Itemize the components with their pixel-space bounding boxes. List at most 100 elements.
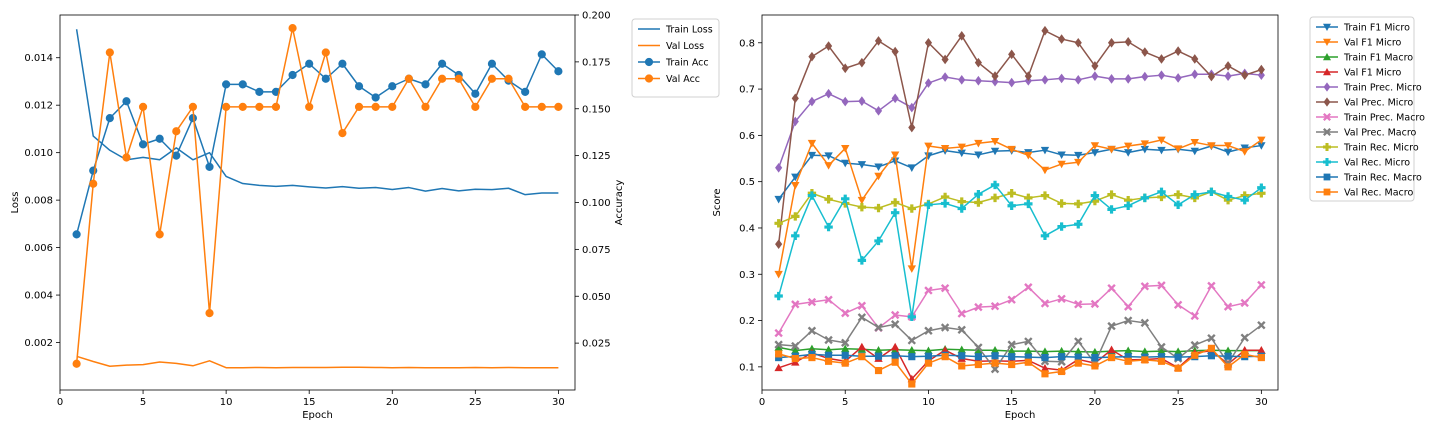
data-point	[1058, 34, 1066, 44]
legend-marker	[1323, 128, 1331, 136]
data-point	[907, 312, 917, 322]
y2-tick-label: 0.150	[582, 104, 611, 115]
y2-tick-label: 0.200	[582, 11, 611, 22]
y-tick-label: 0.1	[739, 362, 755, 373]
data-point	[1123, 346, 1133, 355]
data-point	[774, 343, 783, 351]
data-point	[1190, 311, 1199, 321]
y-tick-label: 0.012	[24, 101, 53, 112]
data-point	[1041, 370, 1049, 378]
x-axis-label: Epoch	[1005, 410, 1036, 421]
data-point	[874, 172, 883, 181]
y-tick-label: 0.008	[24, 196, 53, 207]
data-point	[841, 359, 849, 367]
data-point	[857, 256, 867, 265]
data-point	[941, 72, 949, 82]
data-point	[807, 344, 817, 353]
x-tick-label: 0	[759, 397, 765, 408]
data-point	[172, 127, 181, 136]
data-point	[940, 283, 950, 293]
data-point	[907, 265, 917, 273]
data-point	[891, 352, 899, 360]
y-axis-label: Loss	[10, 192, 21, 214]
data-point	[1207, 344, 1215, 352]
loss-accuracy-chart: 0 5 10 15 20 25 30 0.002 0.004 0.006 0.008 0.010 0.0…	[10, 11, 720, 421]
data-point	[841, 199, 850, 208]
series-line	[777, 29, 1262, 245]
data-point	[305, 59, 314, 68]
x-tick-label: 25	[1172, 397, 1185, 408]
data-point	[1257, 142, 1266, 150]
data-point	[891, 358, 899, 366]
data-point	[1207, 352, 1215, 360]
data-point	[990, 364, 1000, 374]
data-point	[974, 345, 983, 354]
data-point	[1241, 350, 1249, 358]
data-point	[437, 74, 447, 83]
legend-label: Train Rec. Micro	[1343, 143, 1419, 154]
data-point	[1091, 362, 1099, 370]
data-point	[1140, 347, 1150, 355]
data-point	[1124, 74, 1132, 84]
y2-tick-label: 0.125	[582, 151, 611, 162]
data-point	[155, 230, 164, 239]
data-point	[338, 129, 347, 138]
data-point	[824, 335, 833, 345]
plot-frame	[59, 14, 576, 391]
data-point	[1040, 364, 1050, 372]
data-point	[1024, 346, 1033, 355]
data-point	[1190, 340, 1199, 350]
data-point	[907, 345, 917, 354]
data-point	[825, 351, 833, 359]
data-point	[791, 354, 799, 363]
y-tick-label: 0.5	[739, 177, 755, 188]
data-point	[1173, 347, 1183, 355]
data-point	[1091, 61, 1099, 71]
data-point	[791, 300, 800, 309]
series-val-loss	[76, 355, 559, 369]
data-point	[774, 328, 783, 338]
data-point	[1090, 347, 1100, 356]
legend-label: Val Rec. Macro	[1344, 188, 1413, 199]
data-point	[874, 163, 883, 172]
series-val-acc	[72, 24, 563, 368]
data-point	[908, 122, 916, 133]
data-point	[957, 345, 966, 354]
data-point	[1024, 199, 1033, 209]
data-point	[957, 309, 966, 318]
series-line	[778, 347, 1262, 385]
data-point	[1074, 337, 1083, 346]
data-point	[1190, 138, 1199, 147]
data-point	[1040, 347, 1050, 355]
legend-marker	[1323, 53, 1331, 61]
data-point	[824, 222, 833, 232]
data-point	[1157, 281, 1166, 290]
data-point	[1074, 74, 1082, 85]
data-point	[841, 351, 849, 359]
data-point	[1057, 294, 1066, 303]
data-point	[808, 354, 816, 362]
data-point	[1191, 69, 1199, 80]
data-point	[824, 162, 833, 170]
data-point	[1207, 71, 1215, 82]
data-point	[774, 363, 783, 372]
data-point	[791, 346, 800, 355]
data-point	[824, 195, 833, 204]
x-tick-label: 15	[303, 397, 316, 408]
data-point	[1123, 201, 1133, 210]
series-val-rec-macro	[775, 344, 1265, 388]
legend-label: Train Acc	[665, 58, 709, 69]
data-point	[238, 80, 247, 89]
data-point	[1074, 199, 1083, 209]
data-point	[924, 326, 933, 335]
data-point	[807, 297, 817, 307]
data-point	[841, 194, 850, 203]
series-val-prec-micro	[775, 25, 1265, 249]
data-point	[1240, 148, 1249, 156]
data-point	[1224, 352, 1232, 360]
x-tick-label: 5	[140, 397, 146, 408]
data-point	[857, 196, 867, 205]
data-point	[1107, 205, 1116, 214]
series-val-prec-macro	[774, 313, 1266, 374]
legend-label: Val Prec. Macro	[1344, 128, 1417, 139]
